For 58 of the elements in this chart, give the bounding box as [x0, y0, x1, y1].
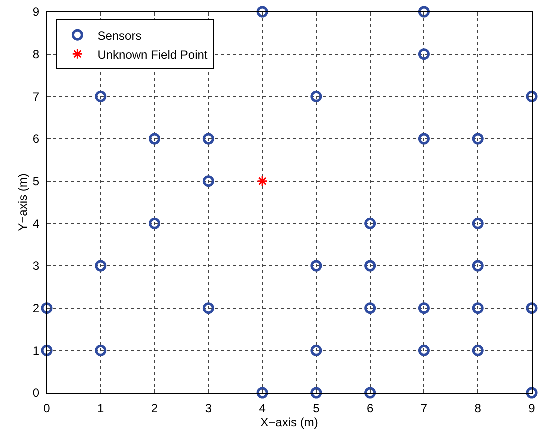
point [364, 387, 376, 399]
point [310, 387, 322, 399]
x-tick-label: 2 [151, 401, 158, 416]
point [472, 344, 484, 356]
point [364, 302, 376, 314]
point [202, 176, 214, 188]
point [256, 6, 268, 18]
y-tick-label: 0 [32, 386, 40, 400]
point [95, 260, 107, 272]
point [418, 48, 430, 60]
y-tick-label: 9 [32, 5, 40, 20]
point [257, 176, 268, 187]
point [364, 218, 376, 230]
point [256, 387, 268, 399]
x-tick-label: 5 [313, 401, 320, 416]
x-tick-label: 4 [259, 401, 266, 416]
y-tick-label: 3 [32, 259, 40, 274]
point [41, 302, 53, 314]
point [149, 218, 161, 230]
point [472, 218, 484, 230]
point [310, 260, 322, 272]
point [418, 302, 430, 314]
y-tick-label: 1 [32, 344, 40, 358]
x-tick-label: 7 [420, 401, 428, 416]
x-axis-title: X−axis (m) [260, 415, 318, 430]
point [418, 6, 430, 18]
point [526, 302, 538, 314]
legend-label: Unknown Field Point [98, 48, 208, 62]
y-tick-label: 8 [32, 48, 40, 62]
point [418, 133, 430, 145]
x-tick-label: 1 [98, 401, 105, 416]
x-tick-label: 3 [205, 401, 212, 416]
point [472, 260, 484, 272]
y-tick-label: 4 [32, 216, 40, 231]
point [526, 387, 538, 399]
point [310, 90, 322, 102]
point [95, 344, 107, 356]
point [95, 90, 107, 102]
x-tick-label: 9 [528, 401, 536, 416]
x-tick-label: 0 [44, 401, 51, 416]
y-axis-title: Y−axis (m) [16, 174, 30, 232]
point [149, 133, 161, 145]
point [364, 260, 376, 272]
y-tick-label: 6 [32, 132, 40, 146]
point [472, 133, 484, 145]
point [310, 344, 322, 356]
y-tick-label: 2 [32, 302, 40, 316]
y-tick-label: 7 [32, 90, 40, 104]
point [418, 344, 430, 356]
point [472, 302, 484, 314]
point [526, 90, 538, 102]
point [202, 133, 214, 145]
point [41, 344, 53, 356]
legend-label: Sensors [98, 28, 142, 43]
x-tick-label: 6 [366, 401, 374, 416]
y-tick-label: 5 [32, 174, 40, 189]
point [202, 302, 214, 314]
x-tick-label: 8 [474, 401, 482, 416]
